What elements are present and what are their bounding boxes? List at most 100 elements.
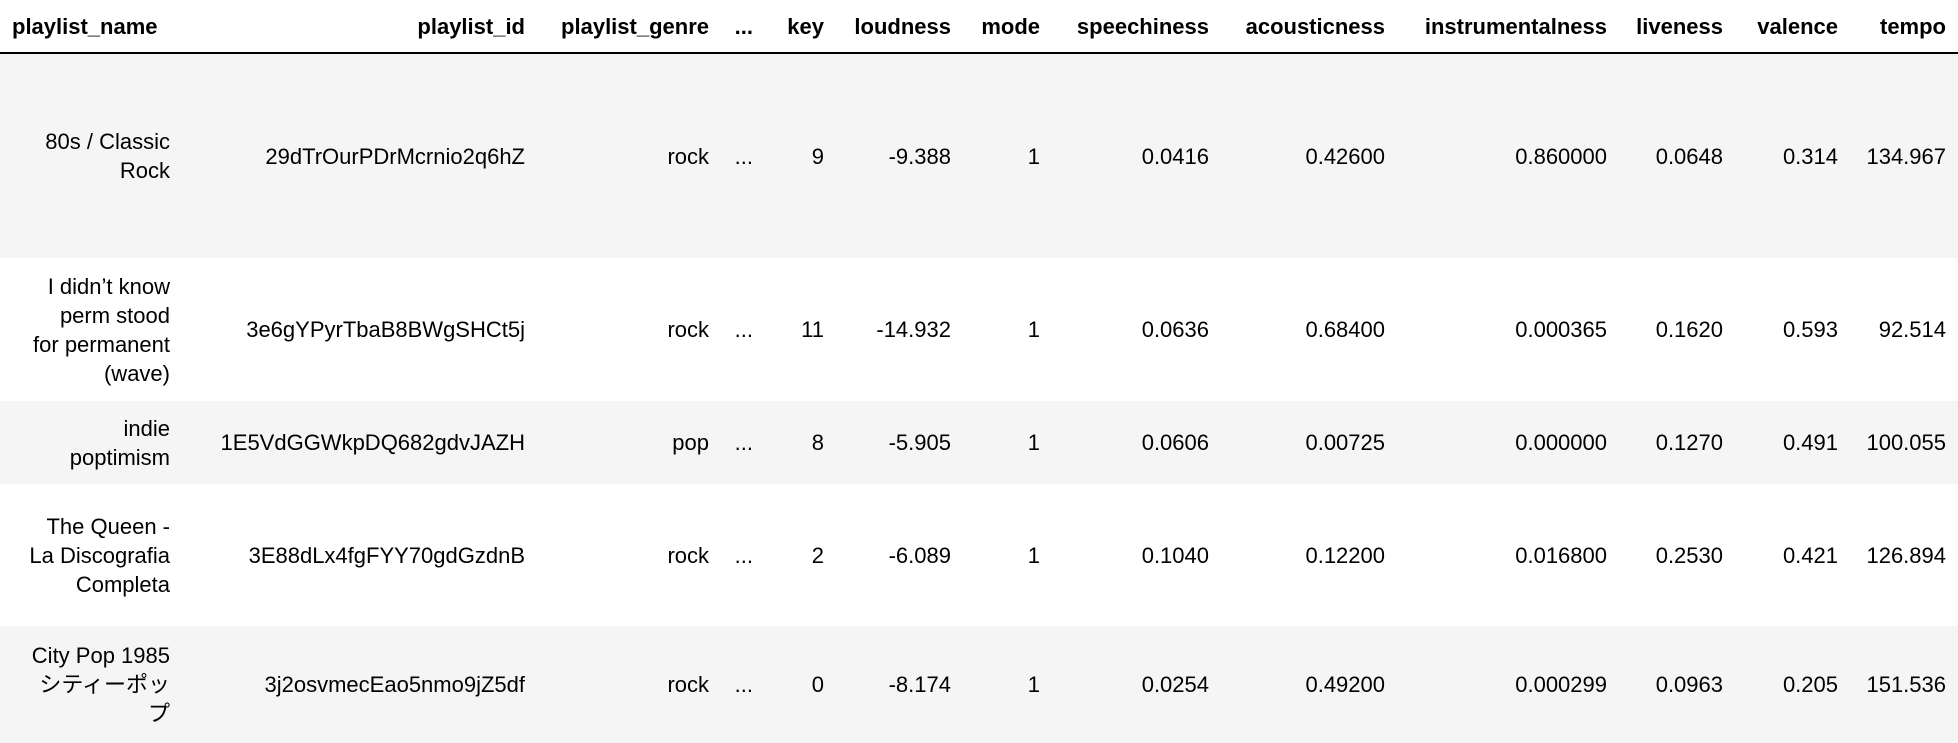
tempo-cell: 92.514 [1878, 317, 1946, 342]
liveness-cell: 0.2530 [1655, 542, 1723, 568]
column-header-acousticness: acousticness [1221, 0, 1397, 54]
playlist-name-line: perm stood [59, 302, 170, 328]
instrumentalness-cell: 0.000299 [1515, 672, 1607, 697]
mode-cell: 1 [1027, 143, 1040, 169]
table-row: The Queen - La Discografia Completa 3E88dL… [0, 484, 1958, 626]
liveness-cell: 0.1270 [1655, 430, 1723, 455]
instrumentalness-cell: 0.016800 [1515, 542, 1607, 568]
key-cell: 8 [811, 430, 824, 455]
playlist-genre-cell: rock [667, 143, 709, 169]
loudness-cell: -5.905 [888, 430, 951, 455]
column-header-valence: valence [1735, 0, 1850, 54]
tempo-cell: 100.055 [1866, 430, 1946, 455]
playlist-name-line: The Queen - [46, 513, 170, 539]
playlist-name-line: City Pop 1985 [31, 643, 170, 668]
playlist-name-line: Completa [75, 571, 170, 597]
ellipsis-cell: ... [734, 542, 753, 568]
ellipsis-cell: ... [734, 317, 753, 342]
key-cell: 9 [811, 143, 824, 169]
column-header-ellipsis: ... [721, 0, 765, 54]
tempo-cell: 151.536 [1866, 672, 1946, 697]
playlist-name-line: 80s / Classic [45, 129, 170, 154]
playlist-genre-cell: pop [672, 430, 709, 455]
ellipsis-cell: ... [734, 672, 753, 697]
table-body: 80s / Classic Rock 29dTrOurPDrMcrnio2q6hZ… [0, 53, 1958, 743]
playlist-name-line: プ [147, 701, 170, 726]
valence-cell: 0.491 [1782, 430, 1838, 455]
mode-cell: 1 [1027, 317, 1040, 342]
key-cell: 2 [811, 542, 824, 568]
playlist-id-cell: 3e6gYPyrTbaB8BWgSHCt5j [246, 317, 525, 342]
playlist-name-cell: 80s / Classic Rock [0, 53, 182, 258]
acousticness-cell: 0.00725 [1305, 430, 1385, 455]
loudness-cell: -14.932 [876, 317, 951, 342]
playlist-id-cell: 3E88dLx4fgFYY70gdGzdnB [248, 542, 525, 568]
column-header-tempo: tempo [1850, 0, 1958, 54]
table-row: I didn’t know perm stood for permanent (wav… [0, 258, 1958, 401]
ellipsis-cell: ... [734, 430, 753, 455]
key-cell: 11 [801, 317, 824, 342]
header-row: playlist_name playlist_id playlist_genre… [0, 0, 1958, 54]
column-header-playlist-name: playlist_name [0, 0, 182, 54]
playlist-name-line: (wave) [103, 360, 170, 386]
speechiness-cell: 0.1040 [1141, 542, 1209, 568]
playlist-id-cell: 29dTrOurPDrMcrnio2q6hZ [265, 143, 525, 169]
mode-cell: 1 [1027, 430, 1040, 455]
acousticness-cell: 0.68400 [1305, 317, 1385, 342]
table-row: 80s / Classic Rock 29dTrOurPDrMcrnio2q6hZ… [0, 53, 1958, 258]
column-header-instrumentalness: instrumentalness [1397, 0, 1619, 54]
tempo-cell: 134.967 [1866, 143, 1946, 169]
column-header-mode: mode [963, 0, 1052, 54]
liveness-cell: 0.0648 [1655, 143, 1723, 169]
playlist-genre-cell: rock [667, 317, 709, 342]
loudness-cell: -9.388 [888, 143, 951, 169]
acousticness-cell: 0.12200 [1305, 542, 1385, 568]
mode-cell: 1 [1027, 672, 1040, 697]
playlist-genre-cell: rock [667, 542, 709, 568]
valence-cell: 0.205 [1782, 672, 1838, 697]
speechiness-cell: 0.0636 [1141, 317, 1209, 342]
loudness-cell: -6.089 [888, 542, 951, 568]
acousticness-cell: 0.49200 [1305, 672, 1385, 697]
speechiness-cell: 0.0254 [1141, 672, 1209, 697]
playlist-name-cell: I didn’t know perm stood for permanent (wav… [0, 258, 182, 401]
table-row: indie poptimism 1E5VdGGWkpDQ682gdvJAZH po… [0, 401, 1958, 484]
column-header-speechiness: speechiness [1052, 0, 1221, 54]
speechiness-cell: 0.0416 [1141, 143, 1209, 169]
table-row: City Pop 1985 シティーポップ 3j2osvmecEao5nmo9jZ… [0, 626, 1958, 743]
column-header-loudness: loudness [836, 0, 963, 54]
playlist-name-line: シティーポッ [39, 672, 170, 697]
column-header-playlist-id: playlist_id [182, 0, 537, 54]
instrumentalness-cell: 0.000000 [1515, 430, 1607, 455]
liveness-cell: 0.1620 [1655, 317, 1723, 342]
key-cell: 0 [811, 672, 824, 697]
playlist-name-line: for permanent [33, 331, 170, 357]
valence-cell: 0.314 [1782, 143, 1838, 169]
column-header-liveness: liveness [1619, 0, 1735, 54]
playlist-name-line: poptimism [69, 444, 170, 470]
playlist-name-line: La Discografia [29, 542, 170, 568]
instrumentalness-cell: 0.000365 [1515, 317, 1607, 342]
tempo-cell: 126.894 [1866, 542, 1946, 568]
column-header-playlist-genre: playlist_genre [537, 0, 721, 54]
column-header-key: key [765, 0, 836, 54]
mode-cell: 1 [1027, 542, 1040, 568]
playlist-name-line: indie [123, 415, 170, 441]
speechiness-cell: 0.0606 [1141, 430, 1209, 455]
playlist-genre-cell: rock [667, 672, 709, 697]
playlist-name-cell: The Queen - La Discografia Completa [0, 484, 182, 626]
playlist-name-line: Rock [119, 158, 170, 183]
loudness-cell: -8.174 [888, 672, 951, 697]
acousticness-cell: 0.42600 [1305, 143, 1385, 169]
playlist-id-cell: 1E5VdGGWkpDQ682gdvJAZH [220, 430, 525, 455]
liveness-cell: 0.0963 [1655, 672, 1723, 697]
valence-cell: 0.421 [1782, 542, 1838, 568]
ellipsis-cell: ... [734, 143, 753, 169]
playlist-name-cell: indie poptimism [0, 401, 182, 484]
valence-cell: 0.593 [1782, 317, 1838, 342]
playlist-id-cell: 3j2osvmecEao5nmo9jZ5df [264, 672, 525, 697]
playlist-name-line: I didn’t know [47, 273, 170, 299]
playlist-name-cell: City Pop 1985 シティーポップ [0, 626, 182, 743]
instrumentalness-cell: 0.860000 [1515, 143, 1607, 169]
